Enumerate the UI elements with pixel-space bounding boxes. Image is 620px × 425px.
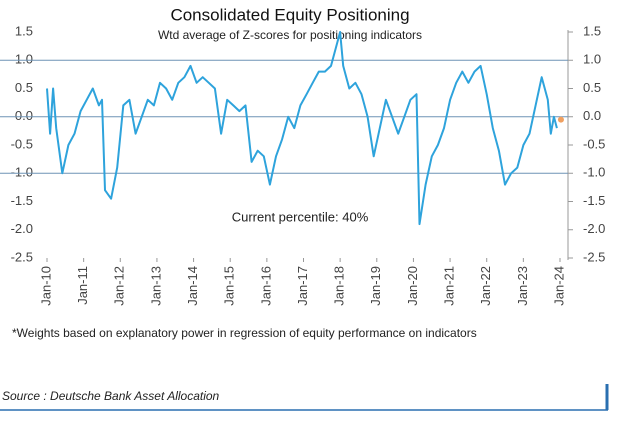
y2-tick-label: -0.5 [583,136,605,151]
y2-tick-label: -2.5 [583,249,605,264]
y-tick-label: -2.0 [11,221,33,236]
x-tick-label: Jan-12 [112,266,127,306]
y-tick-label: -1.5 [11,193,33,208]
y2-tick-label: 0.5 [583,80,601,95]
x-tick-label: Jan-11 [75,266,90,305]
y-tick-label: -2.5 [11,249,33,264]
annotation: Current percentile: 40% [232,209,369,224]
x-tick-label: Jan-20 [405,266,420,306]
y2-tick-label: 1.5 [583,23,601,38]
x-tick-label: Jan-17 [295,266,310,306]
x-tick-label: Jan-19 [368,266,383,306]
y-tick-label: 0.0 [15,108,33,123]
source: Source : Deutsche Bank Asset Allocation [2,389,220,403]
x-tick-label: Jan-21 [442,266,457,306]
y-tick-label: 0.5 [15,80,33,95]
x-tick-label: Jan-15 [222,266,237,306]
x-tick-label: Jan-16 [258,266,273,306]
x-tick-label: Jan-23 [515,266,530,306]
y2-tick-label: -1.5 [583,193,605,208]
x-tick-label: Jan-22 [478,266,493,306]
chart-title: Consolidated Equity Positioning [170,5,409,24]
chart-subtitle: Wtd average of Z-scores for positioning … [158,28,422,42]
y-tick-label: 1.5 [15,23,33,38]
y-tick-label: -1.0 [11,165,33,180]
y2-tick-label: -2.0 [583,221,605,236]
x-tick-label: Jan-24 [551,266,566,306]
current-marker [557,116,564,123]
series-line [46,31,558,226]
x-tick-label: Jan-10 [38,266,53,306]
x-tick-label: Jan-18 [332,266,347,306]
y2-tick-label: 1.0 [583,52,601,67]
y2-tick-label: -1.0 [583,165,605,180]
y2-tick-label: 0.0 [583,108,601,123]
y-tick-label: 1.0 [15,52,33,67]
x-tick-label: Jan-14 [185,266,200,306]
footnote: *Weights based on explanatory power in r… [12,326,477,340]
y-tick-label: -0.5 [11,136,33,151]
x-tick-label: Jan-13 [148,266,163,306]
